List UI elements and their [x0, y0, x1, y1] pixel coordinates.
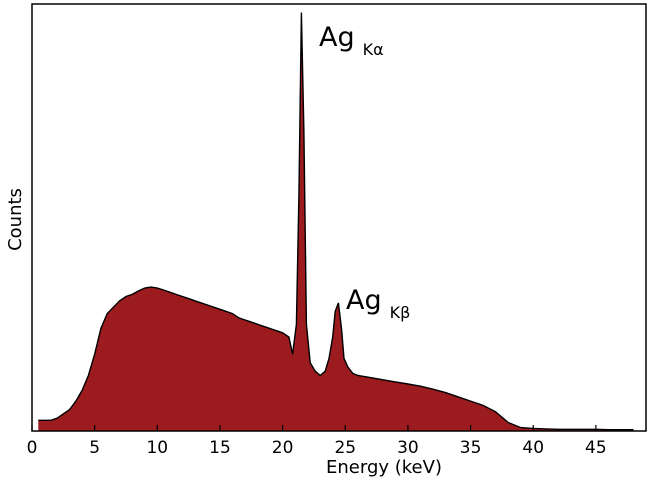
peak-label: Ag Kα [319, 22, 384, 59]
peak-label-element: Ag [319, 22, 355, 53]
peak-annotations: Ag Kα Ag Kβ [319, 22, 410, 322]
peak-label: Ag Kβ [346, 285, 410, 322]
x-axis: 0 5 10 15 20 25 30 35 40 45 [27, 425, 607, 458]
x-axis-label: Energy (keV) [326, 457, 442, 478]
peak-label-element: Ag [346, 285, 382, 316]
spectrum-area [38, 12, 634, 431]
x-tick-label: 45 [585, 438, 607, 458]
y-axis-label: Counts [5, 188, 26, 251]
x-tick-label: 25 [334, 438, 356, 458]
x-tick-label: 15 [209, 438, 231, 458]
x-tick-label: 30 [397, 438, 419, 458]
x-tick-label: 40 [522, 438, 544, 458]
x-tick-label: 35 [460, 438, 482, 458]
plot-area [38, 12, 634, 431]
plot-frame [31, 3, 647, 432]
x-tick-label: 5 [89, 438, 100, 458]
x-tick-label: 20 [272, 438, 294, 458]
peak-label-line: Kα [363, 40, 384, 59]
peak-label-line: Kβ [390, 303, 411, 322]
x-tick-label: 0 [27, 438, 38, 458]
x-tick-label: 10 [146, 438, 168, 458]
spectrum-line [38, 12, 634, 431]
